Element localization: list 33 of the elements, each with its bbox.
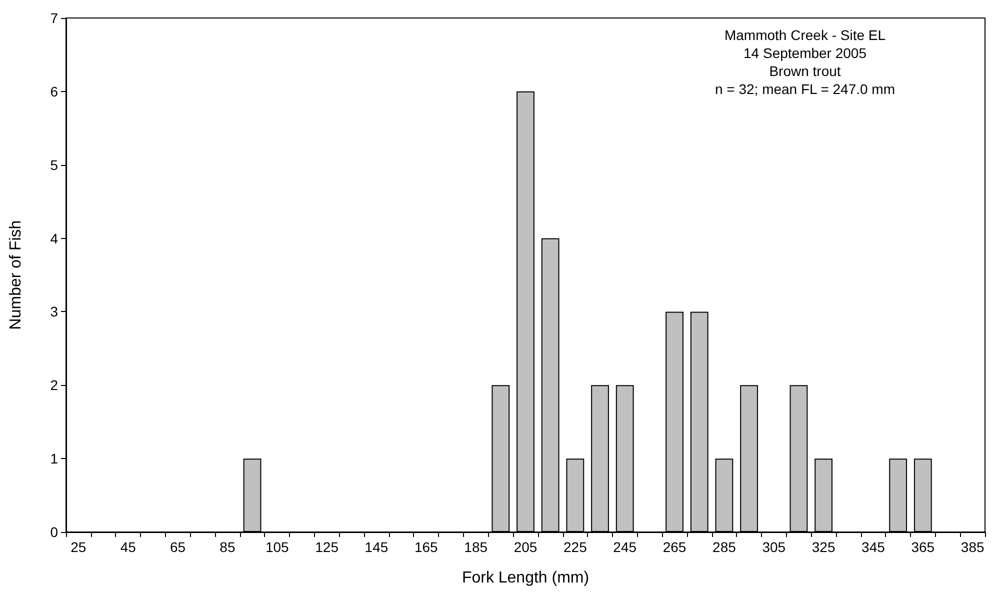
x-tick-label: 25 <box>70 539 86 555</box>
y-tick-label: 1 <box>50 450 58 467</box>
annotation: Brown trout <box>769 63 841 79</box>
annotation: 14 September 2005 <box>744 45 867 61</box>
x-tick-label: 225 <box>563 539 588 555</box>
x-tick-label: 65 <box>170 539 186 555</box>
x-tick-label: 145 <box>364 539 388 555</box>
y-axis-title: Number of Fish <box>8 220 24 330</box>
x-tick-label: 165 <box>414 539 438 555</box>
x-tick-label: 365 <box>911 539 935 555</box>
annotation: Mammoth Creek - Site EL <box>724 27 886 43</box>
y-tick-label: 2 <box>50 377 58 394</box>
y-tick-label: 3 <box>50 304 58 320</box>
x-tick-label: 185 <box>464 539 488 555</box>
x-tick-label: 45 <box>120 539 136 555</box>
x-tick-label: 125 <box>315 539 339 555</box>
y-tick-label: 5 <box>50 156 58 173</box>
annotation: n = 32; mean FL = 247.0 mm <box>714 81 896 97</box>
x-tick-label: 345 <box>862 539 886 555</box>
x-tick-label: 85 <box>220 539 236 555</box>
x-tick-label: 245 <box>613 539 637 555</box>
x-axis-title: Fork Length (mm) <box>462 570 590 586</box>
x-tick-label: 325 <box>812 539 836 555</box>
x-tick-label: 385 <box>960 539 984 555</box>
x-tick-label: 305 <box>762 539 786 555</box>
y-tick-label: 6 <box>50 83 58 100</box>
x-tick-label: 105 <box>265 539 290 555</box>
x-tick-label: 205 <box>514 539 538 555</box>
y-tick-label: 0 <box>50 524 58 540</box>
y-tick-label: 7 <box>50 10 58 26</box>
x-tick-label: 285 <box>712 539 736 555</box>
y-tick-label: 4 <box>50 230 58 246</box>
x-tick-label: 265 <box>662 539 686 555</box>
